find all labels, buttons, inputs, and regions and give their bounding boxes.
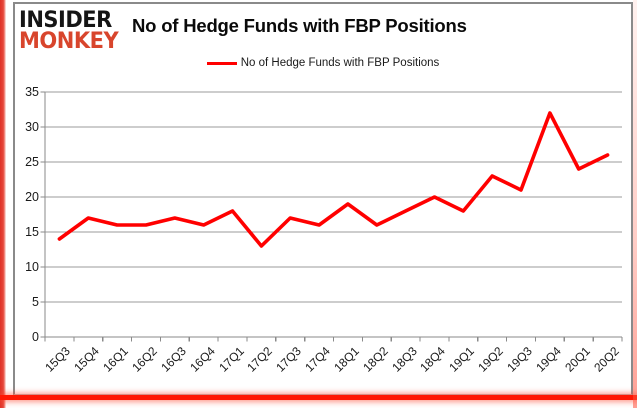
logo-word-insider: INSIDER [19,6,112,33]
chart-container [13,2,633,395]
right-border-accent [633,0,637,408]
insider-monkey-logo: INSIDER MONKEY [19,6,119,54]
y-tick-label: 35 [25,85,39,99]
left-border-accent [0,0,6,408]
y-tick-label: 5 [32,295,39,309]
legend-label: No of Hedge Funds with FBP Positions [240,57,440,69]
y-tick-label: 25 [25,155,39,169]
series-line [57,111,610,248]
y-tick-label: 20 [25,190,39,204]
legend-line-icon [206,61,237,65]
y-tick-label: 30 [25,120,39,134]
bottom-border-accent [0,395,637,400]
y-axis-labels: 0 5 10 15 20 25 30 35 [0,0,39,408]
y-tick-label: 10 [25,260,39,274]
y-tick-label: 15 [25,225,39,239]
y-tick-label: 0 [32,330,39,344]
logo-word-monkey: MONKEY [19,28,119,54]
chart-title: No of Hedge Funds with FBP Positions [132,15,467,36]
legend: No of Hedge Funds with FBP Positions [13,57,633,69]
